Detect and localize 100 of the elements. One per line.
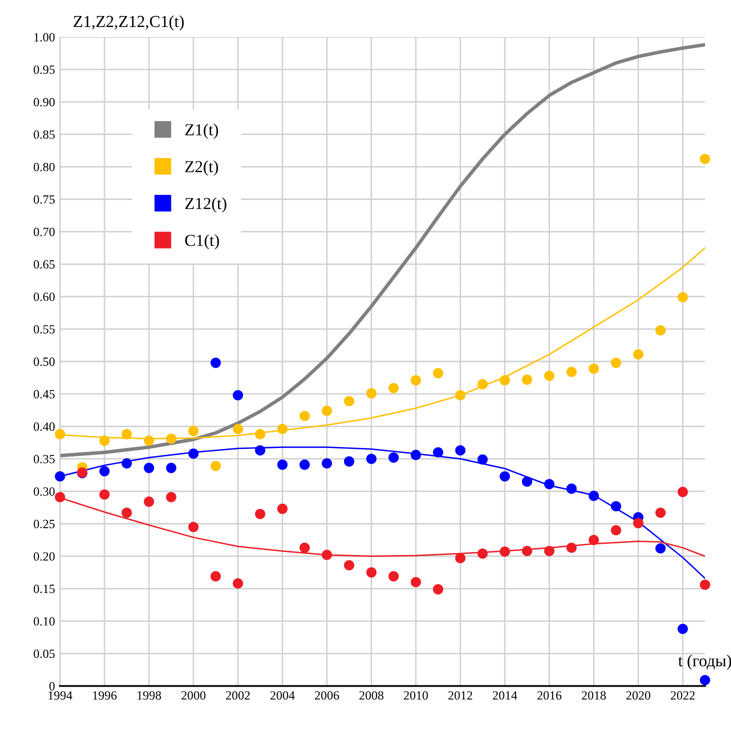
x-tick-label: 2002 <box>226 691 250 700</box>
point <box>99 466 110 476</box>
point <box>366 454 377 464</box>
x-tick-label: 2004 <box>270 691 295 700</box>
x-tick-label: 2020 <box>626 691 650 700</box>
point <box>700 675 710 686</box>
point <box>366 567 377 578</box>
x-tick-label: 2008 <box>359 691 384 700</box>
y-tick-label: 0.90 <box>34 98 55 106</box>
point <box>54 471 66 482</box>
point <box>678 486 688 498</box>
point <box>655 325 666 336</box>
x-tick-label: 2016 <box>537 691 562 700</box>
point <box>432 584 444 594</box>
point <box>366 388 377 398</box>
point <box>166 462 176 474</box>
point <box>300 460 310 470</box>
point <box>144 462 154 474</box>
point <box>122 429 132 440</box>
point <box>322 406 332 416</box>
point <box>277 460 288 470</box>
x-tick-label: 1994 <box>48 691 72 700</box>
point <box>166 492 176 502</box>
point <box>144 496 154 507</box>
x-axis-title: t (годы) <box>678 654 731 670</box>
point <box>388 452 399 463</box>
y-tick-label: 0.85 <box>34 130 55 139</box>
legend-label: C1(t) <box>185 234 219 250</box>
point <box>410 450 422 460</box>
point <box>544 546 554 556</box>
point <box>500 546 510 557</box>
point <box>500 375 510 386</box>
point <box>610 358 622 368</box>
point <box>144 436 154 446</box>
y-tick-label: 0.60 <box>34 292 55 302</box>
y-tick-label: 0.10 <box>34 617 55 626</box>
y-tick-label: 0.50 <box>34 358 55 366</box>
y-tick-label: 0.25 <box>34 520 55 528</box>
x-tick-label: 1998 <box>138 691 161 700</box>
y-tick-label: 0 <box>49 682 55 690</box>
x-tick-label: 2006 <box>314 691 340 700</box>
point <box>566 484 577 494</box>
y-tick-label: 0.70 <box>34 228 55 236</box>
point <box>210 571 221 582</box>
point <box>122 508 132 518</box>
point <box>210 358 221 368</box>
point <box>255 429 266 440</box>
legend-label: Z12(t) <box>185 197 226 213</box>
y-tick-label: 0.20 <box>34 552 55 561</box>
point <box>522 476 532 487</box>
x-tick-label: 2010 <box>404 691 428 700</box>
point <box>410 577 422 588</box>
point <box>54 429 66 440</box>
point <box>388 382 399 394</box>
y-tick-label: 0.40 <box>34 422 55 431</box>
point <box>344 560 354 570</box>
point <box>99 436 110 446</box>
point <box>388 571 399 582</box>
point <box>232 390 244 400</box>
point <box>522 546 532 556</box>
point <box>166 434 176 444</box>
point <box>700 154 710 164</box>
point <box>566 366 577 378</box>
point <box>655 508 666 518</box>
point <box>678 624 688 634</box>
y-tick-label: 0.65 <box>34 260 55 269</box>
point <box>566 542 577 553</box>
line-series <box>60 43 705 458</box>
point <box>455 552 466 564</box>
y-tick-label: 0.45 <box>34 390 55 398</box>
x-tick-label: 2018 <box>582 691 606 700</box>
point <box>344 396 354 406</box>
point <box>544 479 554 490</box>
point <box>344 456 354 467</box>
point <box>322 550 332 560</box>
point <box>455 390 466 400</box>
y-tick-label: 0.30 <box>34 487 55 496</box>
point <box>277 424 288 434</box>
y-tick-label: 1.00 <box>34 33 55 42</box>
point <box>322 458 332 469</box>
point <box>588 363 599 374</box>
point <box>99 489 110 500</box>
point <box>610 525 622 536</box>
point <box>477 379 488 390</box>
y-axis-title: Z1,Z2,Z12,C1(t) <box>74 15 184 31</box>
point <box>633 349 644 360</box>
y-tick-label: 0.05 <box>34 650 55 658</box>
point <box>255 508 266 520</box>
point <box>432 447 444 458</box>
point <box>300 542 310 553</box>
point <box>277 504 288 514</box>
point <box>232 578 244 589</box>
point <box>188 448 199 459</box>
x-tick-label: 2012 <box>448 691 472 700</box>
y-tick-label: 0.75 <box>34 195 55 204</box>
point <box>210 460 221 472</box>
point <box>300 410 310 422</box>
x-tick-label: 2022 <box>670 691 695 700</box>
x-tick-label: 2000 <box>181 691 206 700</box>
point <box>232 424 244 434</box>
